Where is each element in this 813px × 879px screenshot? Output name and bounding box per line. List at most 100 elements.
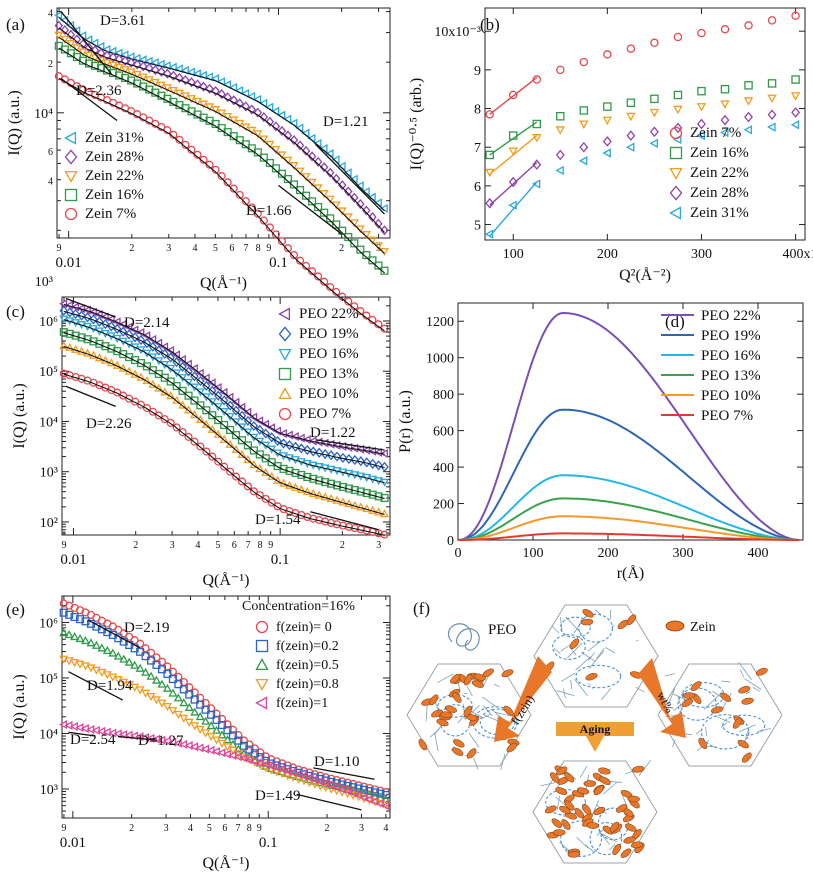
data-point <box>277 169 286 178</box>
polymer-segment <box>500 753 506 771</box>
zein-particle <box>711 706 724 714</box>
data-point <box>127 107 136 116</box>
data-point <box>59 341 69 350</box>
data-point <box>86 664 96 673</box>
data-point <box>168 675 177 684</box>
data-point <box>223 726 232 735</box>
data-point <box>195 743 204 753</box>
data-point <box>279 438 288 449</box>
data-point <box>184 741 193 751</box>
data-point <box>790 120 800 130</box>
zein-particle <box>631 841 644 849</box>
data-point <box>304 773 313 783</box>
data-point <box>228 725 238 734</box>
data-point <box>84 42 94 53</box>
chart-e: 90.012 3 4 5 6 7 8 90.12 3 410⁶10⁵10⁴10³Q(Å⁻¹)I(Q… <box>11 595 391 872</box>
data-point <box>217 730 227 739</box>
data-point <box>249 412 258 422</box>
zein-particle <box>741 697 754 705</box>
data-point <box>485 197 495 209</box>
polymer-segment <box>581 651 596 662</box>
data-point <box>272 426 282 436</box>
fit-curve <box>58 36 385 254</box>
polymer-segment <box>720 722 728 728</box>
polymer-segment <box>540 782 556 787</box>
polymer-segment <box>677 695 683 711</box>
data-point <box>199 100 209 109</box>
data-point <box>602 136 612 147</box>
data-point <box>650 94 659 104</box>
x-tick-label: 9 <box>57 243 62 254</box>
data-point <box>603 50 612 59</box>
data-point <box>348 788 357 798</box>
zein-particle <box>609 821 620 833</box>
data-point <box>91 666 101 675</box>
data-point <box>308 267 317 276</box>
data-point <box>231 418 241 427</box>
data-point <box>173 693 183 702</box>
zein-particle <box>440 711 453 718</box>
legend-label: PEO 19% <box>701 328 761 344</box>
slope-line <box>60 11 112 75</box>
y-tick-label: 6 <box>48 147 53 158</box>
polymer-segment <box>672 739 676 748</box>
zein-particle <box>550 772 560 783</box>
data-point <box>319 162 329 173</box>
data-point <box>121 73 130 83</box>
data-point <box>175 72 184 83</box>
data-point <box>190 437 199 446</box>
data-point <box>154 338 163 348</box>
x-tick-label: 4 <box>192 243 197 254</box>
data-point <box>313 156 323 167</box>
data-point <box>332 451 342 462</box>
data-point <box>508 176 518 188</box>
pr-curve-peo-19- <box>457 408 800 541</box>
data-point <box>579 141 589 153</box>
x-tick-label: 7 <box>246 540 251 551</box>
hexagon-3 <box>657 661 783 767</box>
data-point <box>142 338 152 349</box>
polymer-segment <box>667 687 676 706</box>
data-point <box>189 383 199 392</box>
data-point <box>261 419 270 429</box>
zein-particle <box>506 742 518 753</box>
data-point <box>231 431 241 440</box>
zein-particle <box>501 669 514 678</box>
zein-particle <box>429 694 439 706</box>
data-point <box>124 329 134 340</box>
annotation: D=1.94 <box>87 678 133 694</box>
series-zein-7- <box>54 72 389 333</box>
data-point <box>791 11 800 20</box>
data-point <box>235 190 244 199</box>
data-point <box>96 56 106 65</box>
pr-curve-peo-10- <box>458 515 800 541</box>
data-point <box>202 447 211 456</box>
pr-curve-peo-22- <box>457 311 800 541</box>
data-point <box>59 655 69 664</box>
data-point <box>332 779 341 788</box>
data-point <box>179 714 189 723</box>
legend-marker <box>64 149 78 165</box>
data-point <box>95 316 104 327</box>
data-point <box>314 447 324 458</box>
x-tick-label: 4 <box>195 540 200 551</box>
data-point <box>154 411 163 420</box>
data-point <box>142 403 151 413</box>
data-point <box>791 75 800 84</box>
data-point <box>579 120 589 129</box>
data-point <box>368 212 377 223</box>
data-point <box>148 341 158 352</box>
legend-label: f(zein)=1 <box>276 696 328 711</box>
x-tick-label: 9 <box>257 823 262 834</box>
zein-particle <box>451 747 464 756</box>
y-tick-label: 10² <box>40 516 58 531</box>
data-point <box>259 112 269 123</box>
data-point <box>283 175 293 184</box>
data-point <box>86 638 96 647</box>
fit-curve <box>63 303 385 455</box>
slope-line <box>88 619 141 649</box>
data-point <box>54 10 63 20</box>
zein-particle <box>553 829 566 836</box>
data-point <box>213 403 223 412</box>
data-point <box>233 752 242 762</box>
